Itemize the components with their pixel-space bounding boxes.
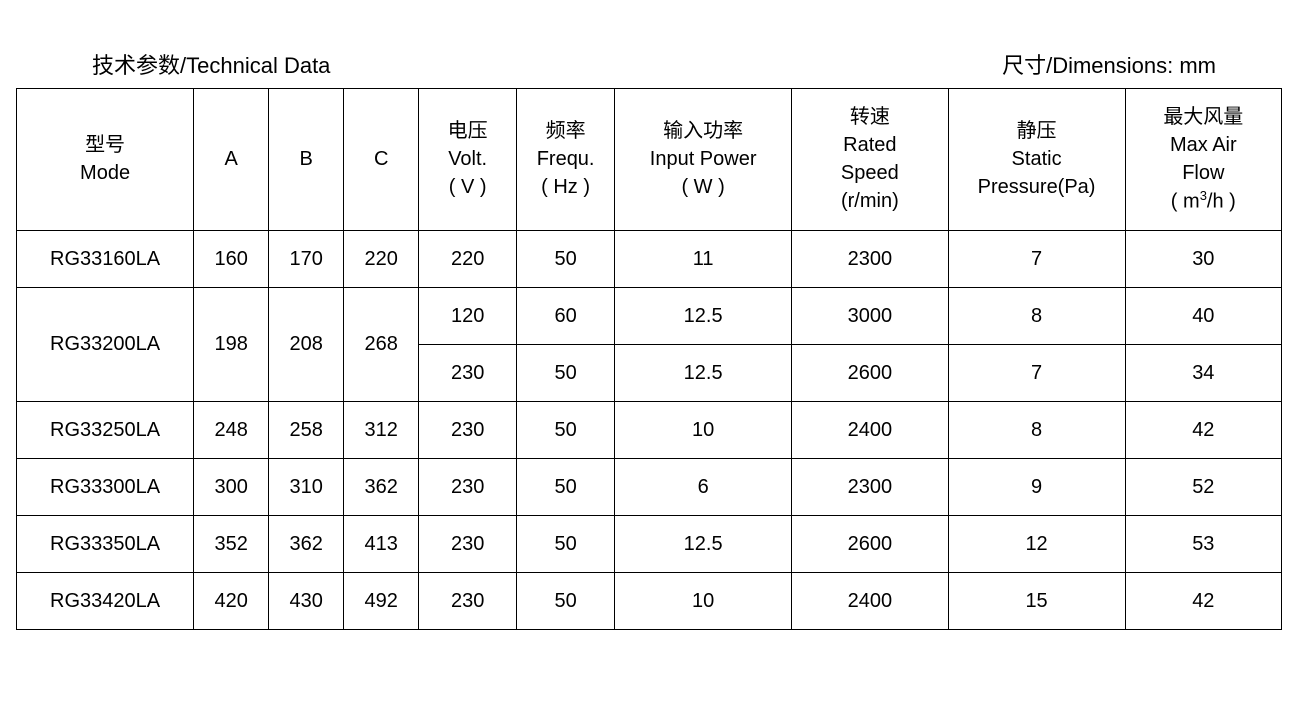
cell-press: 12 bbox=[948, 515, 1125, 572]
th-press: 静压 Static Pressure(Pa) bbox=[948, 89, 1125, 231]
th-flow: 最大风量 Max Air Flow ( m3/h ) bbox=[1125, 89, 1281, 231]
cell-power: 12.5 bbox=[615, 344, 792, 401]
table-header-row: 型号 Mode A B C 电压 Volt. ( V ) 频率 Frequ. (… bbox=[17, 89, 1282, 231]
cell-press: 7 bbox=[948, 230, 1125, 287]
table-row: RG33300LA3003103622305062300952 bbox=[17, 458, 1282, 515]
cell-flow: 40 bbox=[1125, 287, 1281, 344]
cell-freq: 50 bbox=[517, 572, 615, 629]
cell-c: 312 bbox=[344, 401, 419, 458]
cell-flow: 53 bbox=[1125, 515, 1281, 572]
cell-flow: 34 bbox=[1125, 344, 1281, 401]
cell-power: 10 bbox=[615, 401, 792, 458]
th-c: C bbox=[344, 89, 419, 231]
cell-press: 15 bbox=[948, 572, 1125, 629]
cell-freq: 50 bbox=[517, 515, 615, 572]
cell-b: 258 bbox=[269, 401, 344, 458]
cell-mode: RG33350LA bbox=[17, 515, 194, 572]
cell-mode: RG33300LA bbox=[17, 458, 194, 515]
cell-freq: 50 bbox=[517, 401, 615, 458]
cell-speed: 3000 bbox=[792, 287, 948, 344]
table-row: RG33350LA3523624132305012.526001253 bbox=[17, 515, 1282, 572]
cell-press: 8 bbox=[948, 287, 1125, 344]
title-left: 技术参数/Technical Data bbox=[16, 48, 330, 80]
cell-power: 10 bbox=[615, 572, 792, 629]
cell-mode: RG33200LA bbox=[17, 287, 194, 401]
title-right: 尺寸/Dimensions: mm bbox=[1002, 48, 1282, 80]
cell-speed: 2300 bbox=[792, 458, 948, 515]
table-row: RG33160LA16017022022050112300730 bbox=[17, 230, 1282, 287]
cell-press: 8 bbox=[948, 401, 1125, 458]
cell-speed: 2400 bbox=[792, 572, 948, 629]
cell-a: 160 bbox=[194, 230, 269, 287]
cell-freq: 50 bbox=[517, 230, 615, 287]
cell-freq: 60 bbox=[517, 287, 615, 344]
cell-c: 492 bbox=[344, 572, 419, 629]
cell-c: 362 bbox=[344, 458, 419, 515]
cell-volt: 230 bbox=[419, 344, 517, 401]
cell-flow: 42 bbox=[1125, 401, 1281, 458]
th-mode: 型号 Mode bbox=[17, 89, 194, 231]
cell-b: 170 bbox=[269, 230, 344, 287]
cell-mode: RG33420LA bbox=[17, 572, 194, 629]
table-row: RG33420LA420430492230501024001542 bbox=[17, 572, 1282, 629]
cell-press: 9 bbox=[948, 458, 1125, 515]
cell-a: 420 bbox=[194, 572, 269, 629]
cell-volt: 120 bbox=[419, 287, 517, 344]
cell-mode: RG33160LA bbox=[17, 230, 194, 287]
cell-volt: 230 bbox=[419, 515, 517, 572]
table-row: RG33250LA24825831223050102400842 bbox=[17, 401, 1282, 458]
cell-volt: 230 bbox=[419, 572, 517, 629]
cell-c: 413 bbox=[344, 515, 419, 572]
th-volt: 电压 Volt. ( V ) bbox=[419, 89, 517, 231]
cell-power: 11 bbox=[615, 230, 792, 287]
cell-b: 430 bbox=[269, 572, 344, 629]
cell-freq: 50 bbox=[517, 344, 615, 401]
cell-b: 310 bbox=[269, 458, 344, 515]
cell-a: 198 bbox=[194, 287, 269, 401]
table-titles: 技术参数/Technical Data 尺寸/Dimensions: mm bbox=[16, 48, 1282, 88]
technical-data-table: 型号 Mode A B C 电压 Volt. ( V ) 频率 Frequ. (… bbox=[16, 88, 1282, 630]
table-row: RG33200LA1982082681206012.53000840 bbox=[17, 287, 1282, 344]
th-freq: 频率 Frequ. ( Hz ) bbox=[517, 89, 615, 231]
cell-speed: 2600 bbox=[792, 515, 948, 572]
cell-volt: 230 bbox=[419, 401, 517, 458]
cell-a: 248 bbox=[194, 401, 269, 458]
cell-speed: 2300 bbox=[792, 230, 948, 287]
cell-volt: 230 bbox=[419, 458, 517, 515]
cell-freq: 50 bbox=[517, 458, 615, 515]
cell-press: 7 bbox=[948, 344, 1125, 401]
cell-flow: 52 bbox=[1125, 458, 1281, 515]
cell-c: 220 bbox=[344, 230, 419, 287]
cell-a: 300 bbox=[194, 458, 269, 515]
cell-speed: 2600 bbox=[792, 344, 948, 401]
cell-mode: RG33250LA bbox=[17, 401, 194, 458]
th-a: A bbox=[194, 89, 269, 231]
th-power: 输入功率 Input Power ( W ) bbox=[615, 89, 792, 231]
cell-power: 12.5 bbox=[615, 287, 792, 344]
cell-speed: 2400 bbox=[792, 401, 948, 458]
th-b: B bbox=[269, 89, 344, 231]
cell-b: 362 bbox=[269, 515, 344, 572]
cell-flow: 42 bbox=[1125, 572, 1281, 629]
cell-volt: 220 bbox=[419, 230, 517, 287]
cell-b: 208 bbox=[269, 287, 344, 401]
cell-power: 6 bbox=[615, 458, 792, 515]
cell-power: 12.5 bbox=[615, 515, 792, 572]
th-speed: 转速 Rated Speed (r/min) bbox=[792, 89, 948, 231]
cell-a: 352 bbox=[194, 515, 269, 572]
cell-flow: 30 bbox=[1125, 230, 1281, 287]
cell-c: 268 bbox=[344, 287, 419, 401]
